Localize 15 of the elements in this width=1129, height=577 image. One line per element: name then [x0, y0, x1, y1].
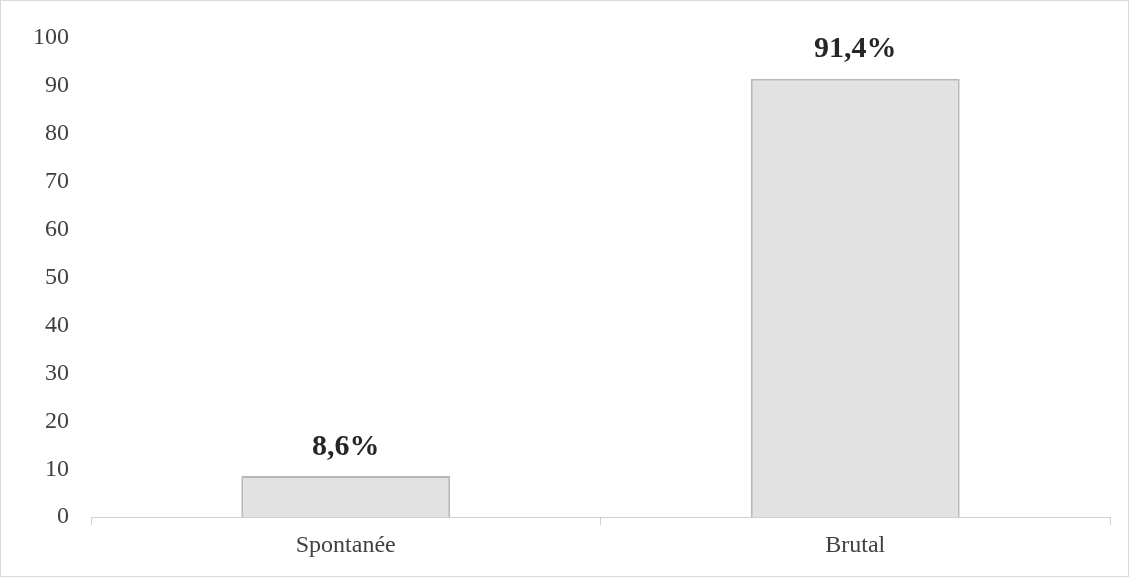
y-tick-label: 100: [33, 22, 69, 49]
data-label: 91,4%: [814, 30, 897, 64]
y-tick-label: 60: [45, 214, 69, 241]
y-tick-label: 20: [45, 406, 69, 433]
y-tick-label: 10: [45, 454, 69, 481]
x-tick-label: Spontanée: [295, 530, 396, 557]
x-tick-label: Brutal: [825, 530, 886, 557]
y-tick-label: 50: [45, 262, 69, 289]
y-tick-label: 40: [45, 310, 69, 337]
y-tick-label: 80: [45, 118, 69, 145]
data-label: 8,6%: [312, 427, 380, 461]
y-tick-label: 90: [45, 70, 69, 97]
y-tick-label: 30: [45, 358, 69, 385]
y-tick-label: 70: [45, 166, 69, 193]
y-tick-label: 0: [57, 502, 69, 529]
